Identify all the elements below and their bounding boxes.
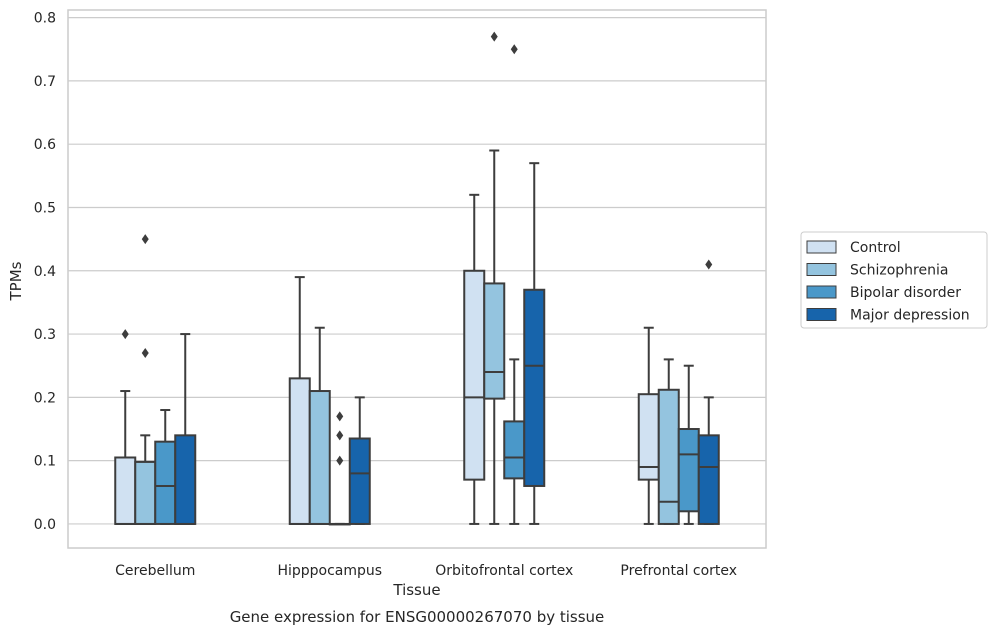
y-tick-label: 0.8 (34, 11, 56, 27)
box-control (114, 329, 137, 525)
outlier-point (510, 44, 518, 55)
outlier-point (141, 348, 149, 359)
outlier-point (490, 31, 498, 42)
box-bipolar-disorder (503, 44, 526, 525)
legend-label: Control (850, 240, 901, 256)
legend-frame (800, 231, 988, 329)
box (288, 377, 311, 525)
y-tick-label: 0.5 (34, 200, 56, 216)
box (503, 420, 526, 480)
outlier-point (336, 430, 344, 441)
y-axis-ticks: 0.0 0.1 0.2 0.3 0.4 0.5 0.6 0.7 0.8 (34, 11, 56, 533)
box-major-depression (174, 333, 197, 525)
box (483, 282, 506, 400)
box (657, 388, 680, 525)
box-series (114, 31, 720, 526)
outlier-point (141, 234, 149, 245)
box (697, 434, 720, 525)
y-tick-label: 0.6 (34, 137, 56, 153)
legend-label: Bipolar disorder (850, 285, 961, 301)
y-tick-label: 0.1 (34, 454, 56, 470)
box (114, 456, 137, 525)
box-schizophrenia (308, 326, 331, 525)
outlier-point (336, 455, 344, 466)
y-tick-label: 0.2 (34, 390, 56, 406)
legend-swatch (806, 240, 837, 254)
box-schizophrenia (134, 234, 157, 525)
x-tick-label: Prefrontal cortex (620, 563, 737, 579)
box-bipolar-disorder (677, 364, 700, 525)
box-major-depression (348, 396, 371, 525)
legend: Control Schizophrenia Bipolar disorder Majo… (800, 231, 988, 329)
box-control (637, 326, 660, 525)
box (308, 390, 331, 525)
x-axis-ticks: Cerebellum Hipppocampus Orbitofrontal cort… (115, 563, 737, 579)
x-tick-label: Cerebellum (115, 563, 195, 579)
legend-label: Schizophrenia (850, 263, 948, 279)
box-schizophrenia (483, 31, 506, 525)
y-tick-label: 0.3 (34, 327, 56, 343)
chart-title: Gene expression for ENSG00000267070 by t… (230, 608, 605, 626)
x-axis-label: Tissue (392, 581, 440, 599)
box-control (463, 193, 486, 525)
box (348, 437, 371, 525)
box (677, 428, 700, 513)
box (523, 288, 546, 487)
outlier-point (121, 329, 129, 340)
plot-frame (67, 9, 767, 549)
legend-label: Major depression (850, 308, 970, 324)
legend-swatch (806, 285, 837, 299)
box-control (288, 276, 311, 525)
y-tick-label: 0.0 (34, 517, 56, 533)
box-major-depression (697, 259, 720, 525)
box-schizophrenia (657, 358, 680, 525)
y-axis-label: TPMs (7, 261, 25, 301)
x-tick-label: Orbitofrontal cortex (435, 563, 573, 579)
box (174, 434, 197, 525)
box-bipolar-disorder (154, 409, 177, 525)
x-tick-label: Hipppocampus (277, 563, 382, 579)
box-bipolar-disorder (328, 411, 351, 526)
box-major-depression (523, 162, 546, 525)
legend-swatch (806, 308, 837, 321)
y-tick-label: 0.7 (34, 74, 56, 90)
outlier-point (705, 259, 713, 270)
legend-swatch (806, 263, 837, 276)
box (154, 440, 177, 525)
box (134, 460, 157, 525)
box (463, 269, 486, 481)
outlier-point (336, 411, 344, 422)
y-tick-label: 0.4 (34, 264, 56, 280)
